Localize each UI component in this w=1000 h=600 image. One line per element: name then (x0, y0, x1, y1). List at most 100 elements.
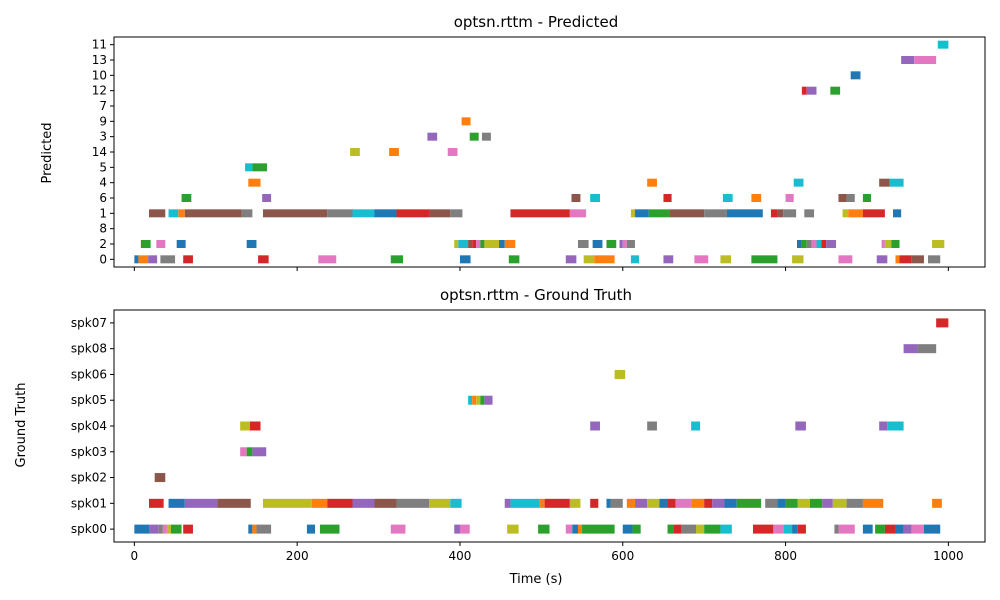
ground-truth-x-tick-label: 600 (611, 549, 634, 563)
ground-truth-segment (319, 524, 340, 534)
predicted-segment (583, 255, 595, 264)
ground-truth-segment (183, 524, 193, 534)
predicted-segment (140, 240, 151, 248)
predicted-segment (178, 209, 185, 218)
ground-truth-segment (311, 498, 328, 508)
ground-truth-segment (569, 498, 581, 508)
predicted-segment (838, 194, 847, 202)
predicted-segment (472, 240, 477, 248)
ground-truth-segment (724, 498, 737, 508)
ground-truth-segment (565, 524, 573, 534)
ground-truth-segment (240, 447, 247, 457)
ground-truth-segment (887, 421, 904, 431)
predicted-segment (806, 240, 812, 248)
predicted-segment (626, 240, 635, 248)
predicted-segment (565, 255, 577, 264)
ground-truth-segment (879, 421, 888, 431)
ground-truth-segment (158, 524, 163, 534)
ground-truth-segment (923, 524, 941, 534)
predicted-segment (606, 240, 617, 248)
ground-truth-segment (256, 524, 272, 534)
predicted-segment (914, 56, 937, 64)
predicted-segment (811, 240, 817, 248)
ground-truth-segment (480, 395, 485, 405)
predicted-segment (826, 240, 837, 248)
ground-truth-segment (217, 498, 251, 508)
predicted-segment (838, 255, 853, 264)
ground-truth-segment (149, 524, 159, 534)
ground-truth-segment (450, 498, 462, 508)
predicted-y-tick-label: 8 (99, 222, 107, 236)
predicted-y-tick-label: 10 (92, 68, 107, 82)
predicted-segment (592, 240, 603, 248)
ground-truth-segment (374, 498, 397, 508)
ground-truth-axes: optsn.rttm - Ground Truth Ground Truth T… (14, 286, 986, 587)
predicted-segment (454, 240, 459, 248)
predicted-segment (891, 240, 900, 248)
ground-truth-segment (696, 524, 705, 534)
predicted-segment (262, 194, 272, 202)
predicted-segment (889, 178, 904, 187)
predicted-segment (850, 71, 861, 80)
predicted-segment (181, 194, 192, 202)
ground-truth-segment (249, 421, 261, 431)
predicted-y-tick-label: 2 (99, 237, 107, 251)
ground-truth-segment (917, 344, 937, 354)
predicted-segment (389, 148, 399, 156)
ground-truth-x-tick-label: 200 (286, 549, 309, 563)
ground-truth-segment (327, 498, 353, 508)
ground-truth-segment (454, 524, 460, 534)
x-axis-label: Time (s) (509, 572, 563, 587)
predicted-segment (569, 209, 587, 218)
predicted-y-label: Predicted (40, 122, 55, 183)
predicted-segment (722, 194, 733, 202)
predicted-segment (245, 163, 253, 172)
predicted-segment (390, 255, 403, 264)
ground-truth-segment (262, 498, 312, 508)
predicted-segment (241, 209, 253, 218)
ground-truth-y-tick-label: spk03 (71, 445, 107, 459)
ground-truth-y-tick-label: spk06 (71, 367, 107, 381)
ground-truth-segment (626, 498, 635, 508)
predicted-segment (777, 209, 784, 218)
ground-truth-x-tick-label: 800 (774, 549, 797, 563)
ground-truth-segment (936, 318, 949, 328)
predicted-segment (928, 255, 941, 264)
predicted-segment (830, 86, 841, 95)
predicted-segment (751, 194, 762, 202)
ground-truth-segment (704, 498, 713, 508)
ground-truth-segment (765, 498, 778, 508)
predicted-segment (881, 240, 885, 248)
predicted-segment (508, 255, 520, 264)
ground-truth-segment (472, 395, 477, 405)
predicted-axes: optsn.rttm - Predicted Predicted 028 164 5… (40, 13, 986, 271)
ground-truth-segment (390, 524, 406, 534)
predicted-segment (634, 209, 649, 218)
ground-truth-segment (903, 524, 912, 534)
ground-truth-segment (149, 498, 164, 508)
ground-truth-segment (572, 524, 578, 534)
ground-truth-segment (162, 524, 167, 534)
ground-truth-segment (777, 498, 786, 508)
predicted-segment (160, 255, 176, 264)
ground-truth-y-tick-label: spk01 (71, 496, 107, 510)
predicted-segment (427, 132, 438, 141)
ground-truth-segment (429, 498, 451, 508)
predicted-segment (480, 240, 485, 248)
ground-truth-segment (884, 524, 896, 534)
ground-truth-segment (667, 498, 676, 508)
predicted-segment (461, 117, 471, 126)
predicted-segment (793, 178, 804, 187)
ground-truth-segment (753, 524, 774, 534)
predicted-segment (783, 209, 797, 218)
ground-truth-segment (673, 524, 682, 534)
predicted-segment (647, 178, 657, 187)
ground-truth-segment (396, 498, 430, 508)
predicted-segment (499, 240, 505, 248)
ground-truth-segment (510, 498, 540, 508)
predicted-segment (899, 255, 912, 264)
ground-truth-x-tick-label: 0 (131, 549, 139, 563)
predicted-y-tick-label: 1 (99, 206, 107, 220)
predicted-segment (879, 178, 890, 187)
predicted-title: optsn.rttm - Predicted (454, 13, 619, 31)
